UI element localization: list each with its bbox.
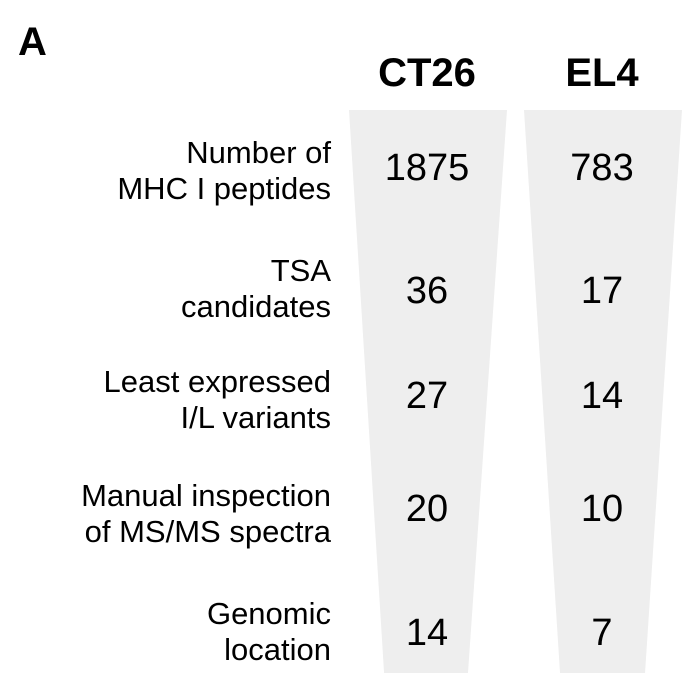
value-el4-manual-inspection: 10: [580, 488, 624, 530]
row-label-genomic-location: Genomic location: [0, 596, 331, 668]
value-ct26-manual-inspection: 20: [405, 488, 449, 530]
column-header-ct26: CT26: [378, 51, 476, 95]
value-el4-mhc-peptides: 783: [570, 147, 634, 189]
value-el4-least-expressed: 14: [580, 375, 624, 417]
row-label-line: candidates: [181, 289, 331, 324]
row-label-line: Genomic: [206, 596, 331, 631]
panel-label: A: [18, 20, 47, 64]
row-label-least-expressed: Least expressed I/L variants: [0, 364, 331, 436]
row-label-line: location: [224, 632, 331, 667]
row-label-line: Manual inspection: [81, 478, 331, 513]
row-label-line: MHC I peptides: [117, 171, 331, 206]
row-label-line: I/L variants: [180, 400, 331, 435]
row-label-line: Number of: [186, 135, 331, 170]
value-ct26-mhc-peptides: 1875: [384, 147, 470, 189]
row-label-mhc-peptides: Number of MHC I peptides: [0, 135, 331, 207]
row-label-line: Least expressed: [103, 364, 331, 399]
value-ct26-genomic-location: 14: [405, 612, 449, 654]
row-label-tsa-candidates: TSA candidates: [0, 253, 331, 325]
row-label-line: TSA: [270, 253, 331, 288]
value-el4-genomic-location: 7: [591, 612, 613, 654]
row-label-line: of MS/MS spectra: [84, 514, 331, 549]
column-header-el4: EL4: [565, 51, 639, 95]
value-el4-tsa-candidates: 17: [580, 270, 624, 312]
value-ct26-tsa-candidates: 36: [405, 270, 449, 312]
value-ct26-least-expressed: 27: [405, 375, 449, 417]
row-label-manual-inspection: Manual inspection of MS/MS spectra: [0, 478, 331, 550]
